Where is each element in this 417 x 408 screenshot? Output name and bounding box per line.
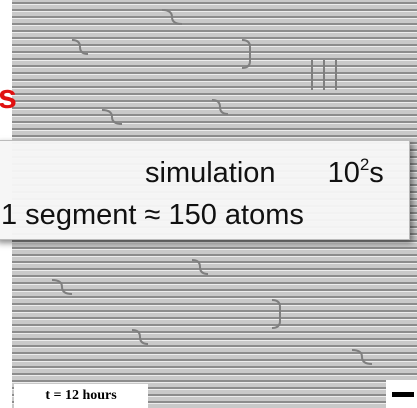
scale-bar-box: [386, 380, 417, 408]
label: simulation: [145, 157, 276, 189]
simulation-line: simulation 102s: [145, 155, 384, 190]
screenshot: s simulation102s 1 segment ≈ 150 atoms t…: [0, 0, 417, 408]
time-label: t = 12 hours: [14, 384, 148, 408]
edge-text: s: [0, 78, 17, 117]
time-unit: s: [369, 157, 384, 189]
scale-bar: [392, 392, 414, 397]
time-base: 10: [328, 157, 360, 189]
overlay-box: simulation 102s 1 segment ≈ 150 atoms: [0, 140, 410, 240]
time-exponent: 2: [360, 155, 369, 174]
segment-note: 1 segment ≈ 150 atoms: [1, 199, 304, 232]
